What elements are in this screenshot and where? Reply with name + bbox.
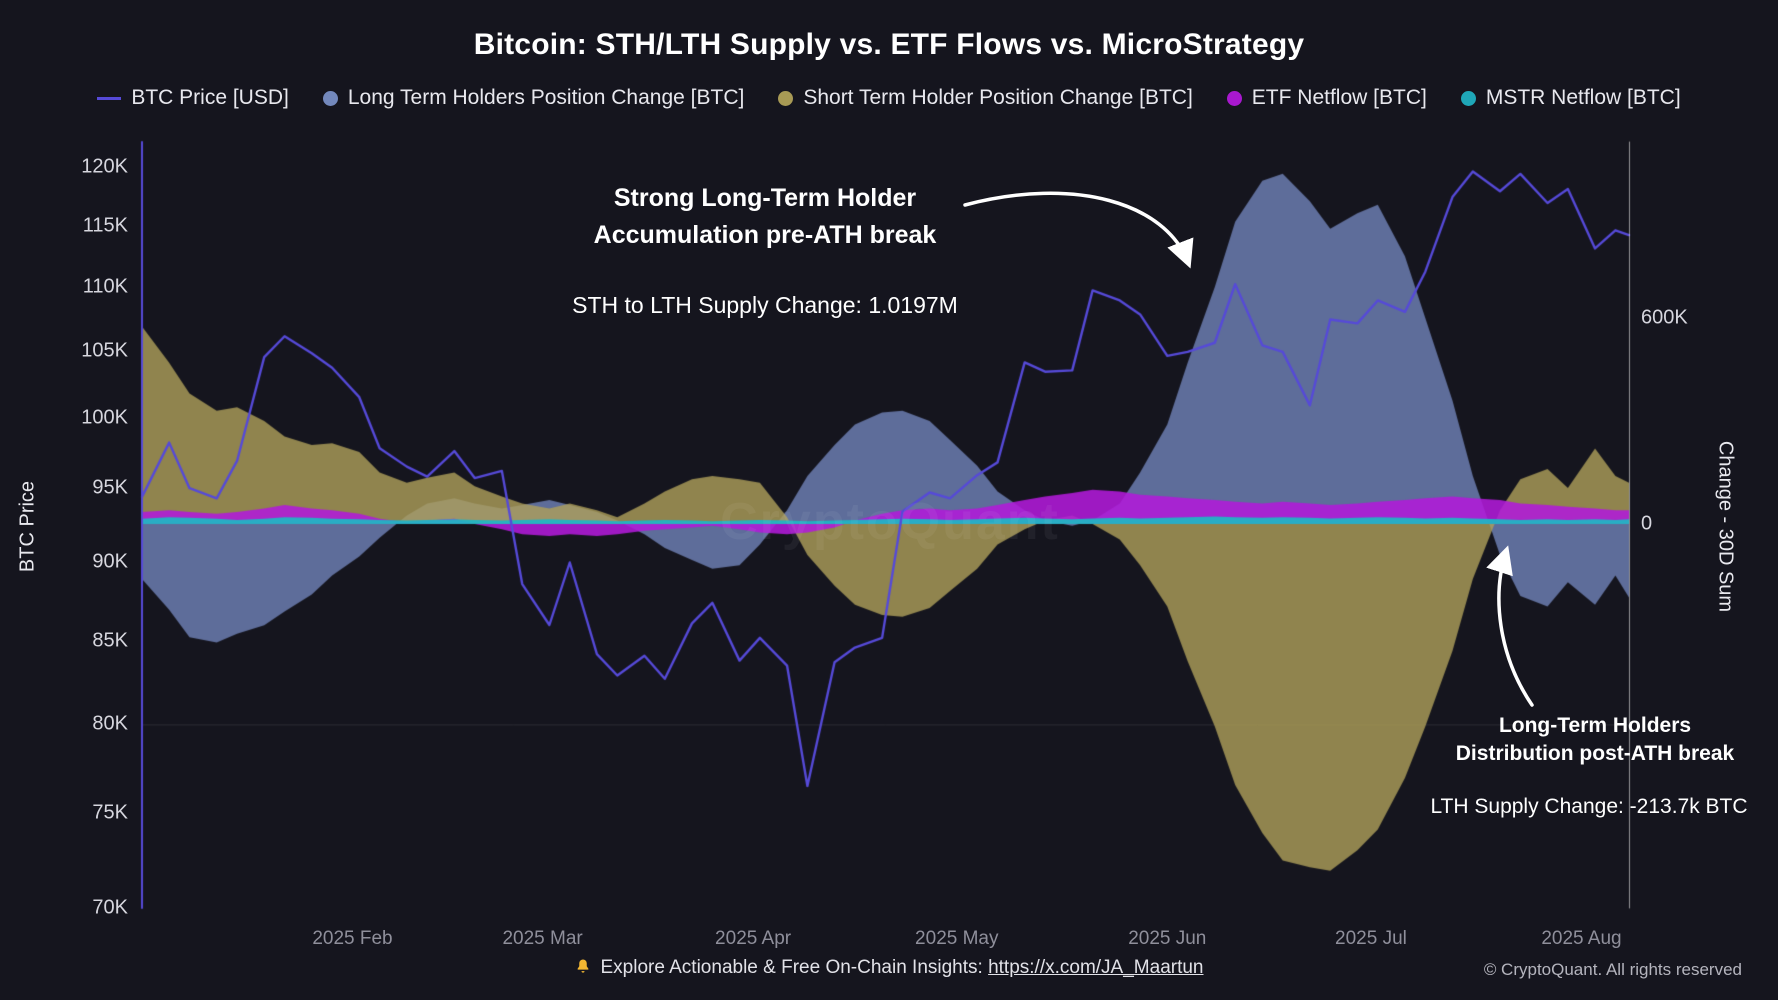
annotation-accumulation-line1: Strong Long-Term Holder	[613, 184, 917, 212]
price-tick-70K: 70K	[92, 896, 128, 919]
price-tick-120K: 120K	[81, 155, 128, 178]
legend-item-0[interactable]: BTC Price [USD]	[97, 86, 289, 110]
footer-insights: Explore Actionable & Free On-Chain Insig…	[0, 957, 1778, 979]
flow-tick-0: 0	[1641, 512, 1653, 535]
price-tick-105K: 105K	[81, 339, 128, 362]
annotation-lth-supply-change: LTH Supply Change: -213.7k BTC	[1430, 795, 1748, 818]
legend-marker-icon	[322, 90, 338, 106]
price-tick-85K: 85K	[92, 629, 128, 652]
x-tick-2025-Apr: 2025 Apr	[715, 928, 792, 949]
legend-item-3[interactable]: ETF Netflow [BTC]	[1226, 86, 1427, 110]
x-tick-2025-Mar: 2025 Mar	[502, 928, 583, 949]
legend-marker-icon	[1460, 90, 1476, 106]
chart-title: Bitcoin: STH/LTH Supply vs. ETF Flows vs…	[473, 28, 1305, 61]
x-tick-2025-Jul: 2025 Jul	[1335, 928, 1407, 949]
legend-item-2[interactable]: Short Term Holder Position Change [BTC]	[778, 86, 1193, 110]
x-tick-2025-Jun: 2025 Jun	[1128, 928, 1207, 949]
legend-marker-icon	[1226, 90, 1242, 106]
flow-axis-title: Change - 30D Sum	[1714, 440, 1737, 613]
annotation-accumulation-line2: Accumulation pre-ATH break	[593, 221, 937, 249]
price-tick-115K: 115K	[82, 214, 128, 236]
bell-icon	[577, 959, 589, 973]
annotation-distribution-line2: Distribution post-ATH break	[1455, 742, 1735, 765]
copyright: © CryptoQuant. All rights reserved	[1483, 960, 1742, 979]
legend-marker-icon	[97, 96, 122, 100]
footer-insights-text: Explore Actionable & Free On-Chain Insig…	[600, 957, 989, 978]
legend-label: Short Term Holder Position Change [BTC]	[803, 86, 1193, 109]
annotation-distribution-line1: Long-Term Holders	[1498, 714, 1692, 737]
legend: BTC Price [USD] Long Term Holders Positio…	[0, 86, 1778, 110]
price-tick-90K: 90K	[92, 550, 128, 573]
price-tick-75K: 75K	[92, 801, 128, 824]
price-axis-title: BTC Price	[16, 480, 39, 573]
legend-item-1[interactable]: Long Term Holders Position Change [BTC]	[322, 86, 745, 110]
legend-label: ETF Netflow [BTC]	[1251, 86, 1427, 109]
price-tick-80K: 80K	[92, 712, 128, 735]
annotation-sth-lth-change: STH to LTH Supply Change: 1.0197M	[572, 292, 958, 318]
watermark: CryptoQuant	[720, 493, 1060, 551]
price-tick-95K: 95K	[92, 476, 128, 499]
annotation-distribution: Long-Term Holders Distribution post-ATH …	[1420, 712, 1770, 768]
x-tick-2025-Feb: 2025 Feb	[312, 928, 393, 949]
legend-marker-icon	[778, 90, 794, 106]
legend-item-4[interactable]: MSTR Netflow [BTC]	[1460, 86, 1681, 110]
annotation-accumulation: Strong Long-Term Holder Accumulation pre…	[470, 180, 1060, 254]
legend-label: Long Term Holders Position Change [BTC]	[347, 86, 745, 109]
footer-link[interactable]: https://x.com/JA_Maartun	[988, 957, 1204, 978]
price-tick-100K: 100K	[81, 406, 128, 429]
x-tick-2025-May: 2025 May	[915, 928, 999, 949]
legend-label: BTC Price [USD]	[131, 86, 289, 109]
x-tick-2025-Aug: 2025 Aug	[1541, 928, 1622, 949]
flow-tick-600K: 600K	[1641, 306, 1688, 329]
price-tick-110K: 110K	[82, 275, 128, 298]
legend-label: MSTR Netflow [BTC]	[1485, 86, 1681, 109]
